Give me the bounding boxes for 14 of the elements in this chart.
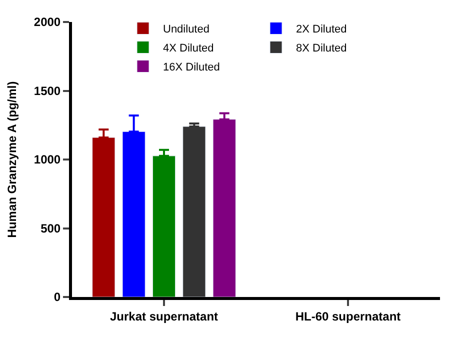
y-tick-label: 2000: [34, 15, 61, 30]
legend-label: 8X Diluted: [296, 42, 347, 55]
x-tick-label: HL-60 supernatant: [295, 309, 401, 324]
legend-label: 16X Diluted: [163, 62, 220, 74]
bar: [182, 126, 206, 297]
y-axis-title: Human Granzyme A (pg/ml): [5, 81, 20, 238]
y-tick-label: 1500: [34, 84, 61, 98]
x-tick-label: Jurkat supernatant: [110, 309, 218, 324]
y-tick-label: 500: [40, 221, 61, 236]
y-tick-label: 0: [54, 290, 61, 304]
legend-label: 2X Diluted: [296, 24, 347, 36]
legend-label: Undiluted: [163, 24, 210, 36]
y-tick-label: 1000: [34, 152, 61, 167]
legend-label: 4X Diluted: [163, 42, 214, 55]
